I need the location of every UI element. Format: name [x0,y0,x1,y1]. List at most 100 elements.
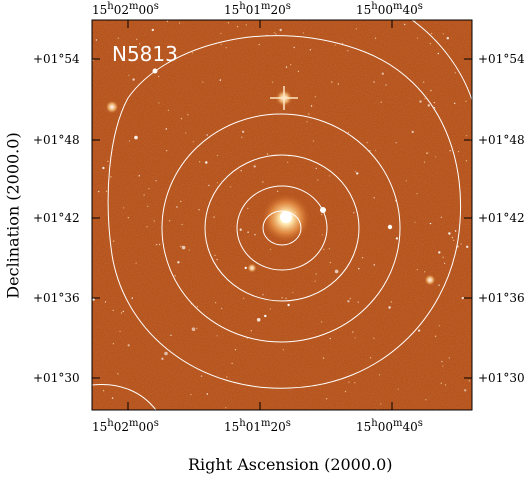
star [314,280,316,282]
star [180,118,183,120]
axis-ticks [92,20,472,410]
star [282,349,284,351]
star [168,220,171,222]
star [416,37,419,39]
star [426,152,428,154]
star [427,104,430,107]
star [102,166,105,170]
star [146,226,148,228]
star [206,393,208,395]
star [191,327,196,332]
star [323,248,325,251]
star [380,403,382,405]
star [378,374,381,376]
star [442,365,444,367]
star [454,102,456,105]
star [107,160,109,162]
star [273,31,275,34]
star [438,325,441,327]
star [285,297,287,299]
star [465,100,467,103]
star [442,256,444,258]
star [190,393,192,396]
star [320,321,323,323]
star [390,301,393,303]
star [314,96,317,98]
star [178,22,181,24]
star [148,187,150,190]
star [98,190,100,193]
star [328,175,331,177]
star [430,32,433,35]
contour-level [204,154,360,302]
star [334,269,339,274]
star [153,220,155,222]
star [187,113,189,116]
star [164,351,168,356]
star [110,176,112,178]
star [317,179,319,181]
star [387,224,393,230]
star [117,373,119,375]
star [354,170,357,173]
star [112,343,115,345]
star [219,79,221,81]
star [117,37,120,39]
star [216,258,218,261]
star [414,20,416,22]
star [241,130,245,133]
star [262,294,264,296]
star [202,81,204,83]
star [315,167,317,170]
star [264,314,267,318]
ra-tick-label-bottom: 15h01m20s [224,418,291,434]
star [440,216,443,218]
star [310,105,313,107]
galaxy-core [280,211,292,223]
star [112,309,114,312]
star [216,154,219,157]
star [355,28,357,30]
star [357,301,359,303]
contour-level [92,383,157,410]
star [404,23,406,26]
ra-tick-label-bottom: 15h02m00s [92,418,159,434]
star [429,222,432,225]
star [312,140,315,142]
star [127,217,129,219]
dec-tick-label-right: +01°36 [478,291,525,305]
star [120,312,123,314]
star [136,38,138,40]
star [373,337,375,339]
dec-tick-label-left: +01°42 [33,211,80,225]
star [111,397,114,399]
star [269,248,272,251]
star [373,197,375,199]
star [315,273,317,275]
star [225,47,227,49]
star [256,318,261,322]
star [292,291,294,294]
star [344,390,347,393]
star [188,249,190,251]
dec-tick-label-right: +01°54 [478,52,525,66]
star [181,223,183,226]
star [245,24,247,26]
star [227,22,230,24]
star [214,302,217,304]
star [373,264,375,266]
star [236,25,239,28]
star [244,266,247,270]
dec-tick-label-left: +01°30 [33,371,80,385]
star [444,384,447,386]
dec-tick-label-right: +01°48 [478,133,525,147]
star [226,376,228,378]
star [135,262,137,264]
star [433,101,436,104]
star [287,303,290,307]
contour-level [161,113,401,343]
star [229,186,232,188]
star [127,344,130,347]
star [385,84,387,86]
contour-level [107,35,462,389]
